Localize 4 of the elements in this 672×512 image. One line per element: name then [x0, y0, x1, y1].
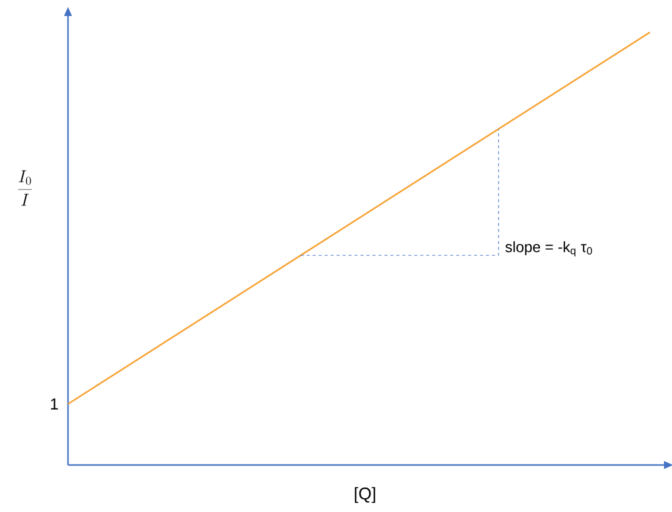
x-axis-title: [Q] — [354, 487, 376, 503]
annotation: 1 — [51, 398, 58, 410]
y-axis-title: $\frac{I_0}{I}$ — [18, 170, 32, 206]
annotation: slope = -k$_{q}$ τ$_{0}$ — [505, 241, 592, 256]
